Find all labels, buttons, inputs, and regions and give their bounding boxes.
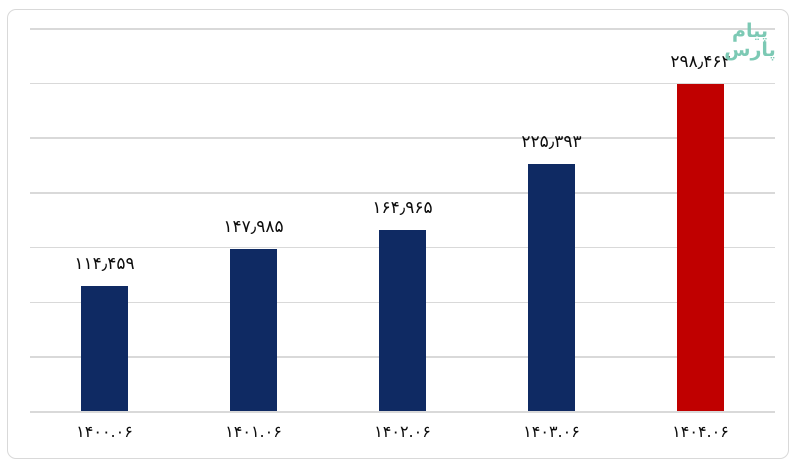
x-axis-label: ۱۴۰۴.۰۶ [672, 422, 729, 441]
gridline [30, 28, 775, 30]
x-axis-label: ۱۴۰۳.۰۶ [523, 422, 580, 441]
watermark-line1: پیام [732, 20, 769, 42]
chart-border [7, 9, 789, 459]
bar-value-label: ۱۶۴٫۹۶۵ [372, 198, 433, 219]
gridline [30, 137, 775, 139]
bar [379, 230, 426, 411]
bar-value-label: ۲۲۵٫۳۹۳ [521, 132, 582, 153]
watermark-line2: پارس [724, 39, 776, 61]
gridline [30, 411, 775, 413]
gridline [30, 82, 775, 85]
x-axis-label: ۱۴۰۰.۰۶ [76, 422, 133, 441]
watermark-logo: پیام پارس [722, 22, 778, 60]
bar-value-label: ۲۹۸٫۴۶۲ [670, 52, 731, 73]
bar [81, 285, 128, 411]
gridline [30, 192, 775, 194]
x-axis-label: ۱۴۰۱.۰۶ [225, 422, 282, 441]
bar [677, 84, 724, 411]
bar [528, 164, 575, 411]
x-axis-label: ۱۴۰۲.۰۶ [374, 422, 431, 441]
bar-value-label: ۱۱۴٫۴۵۹ [74, 253, 135, 274]
bar-value-label: ۱۴۷٫۹۸۵ [223, 217, 284, 238]
bar [230, 249, 277, 411]
